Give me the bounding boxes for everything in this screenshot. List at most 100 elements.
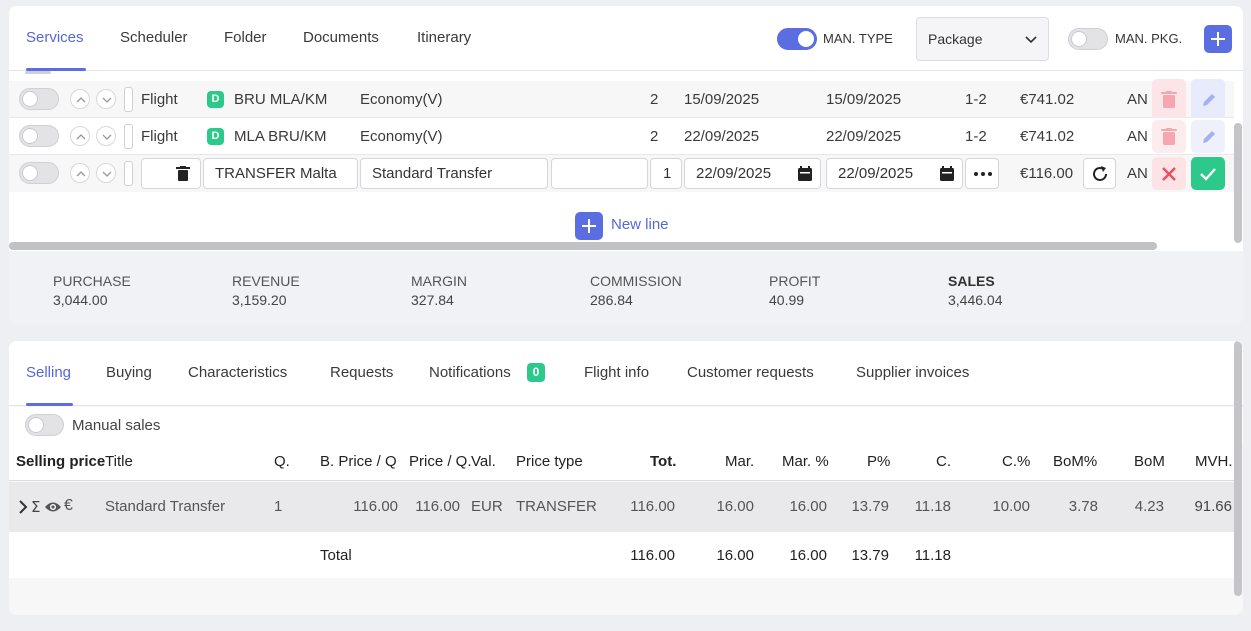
man-pkg-toggle[interactable] [1068, 28, 1108, 50]
tab-selling[interactable]: Selling [26, 364, 72, 381]
move-down-button[interactable] [96, 89, 116, 109]
col-margin[interactable]: Mar. [725, 453, 755, 470]
service-toggle[interactable] [19, 125, 59, 147]
sigma-icon[interactable]: Σ [31, 498, 41, 516]
selling-row[interactable]: Σ € Standard Transfer 1 116.00 116.00 EU… [9, 482, 1234, 532]
col-margin-pct[interactable]: Mar. % [782, 453, 829, 470]
notifications-count-badge: 0 [527, 363, 545, 382]
tab-requests[interactable]: Requests [330, 364, 394, 381]
add-service-button[interactable] [1204, 25, 1232, 53]
move-up-button[interactable] [70, 126, 90, 146]
man-type-label: MAN. TYPE [823, 31, 893, 46]
refresh-icon [1093, 166, 1107, 181]
total-revenue: REVENUE 3,159.20 [232, 273, 300, 308]
col-val[interactable]: Val. [471, 453, 496, 470]
ellipsis-icon [974, 172, 992, 176]
service-title-input[interactable]: TRANSFER Malta [203, 158, 358, 189]
status-badge: D [207, 128, 224, 145]
chevron-up-icon [76, 97, 86, 103]
more-options-button[interactable] [965, 158, 999, 189]
service-row[interactable]: Flight D BRU MLA/KM Economy(V) 2 15/09/2… [9, 79, 1234, 120]
euro-icon[interactable]: € [64, 497, 73, 514]
chevron-right-icon[interactable] [18, 500, 28, 514]
horizontal-scrollbar[interactable] [9, 242, 1157, 250]
row-margin-pct: 16.00 [789, 498, 827, 515]
calendar-icon [940, 166, 954, 181]
trash-icon [1161, 128, 1177, 145]
cancel-edit-button[interactable] [1152, 157, 1186, 190]
manual-sales-toggle[interactable] [25, 414, 64, 436]
tab-notifications[interactable]: Notifications [429, 364, 511, 381]
tab-folder[interactable]: Folder [224, 29, 267, 46]
row-price: 116.00 [415, 498, 460, 515]
col-bom[interactable]: BoM [1134, 453, 1165, 470]
service-edit-row[interactable]: TRANSFER Malta Standard Transfer 1 22/09… [9, 155, 1234, 192]
new-line-icon[interactable] [575, 212, 603, 240]
total-tot: 116.00 [630, 547, 675, 564]
service-qty-input[interactable]: 1 [650, 158, 682, 189]
row-base-price: 116.00 [353, 498, 398, 515]
service-class: Economy(V) [360, 128, 443, 145]
vertical-scrollbar[interactable] [1234, 123, 1242, 243]
col-price[interactable]: Price / Q. [409, 453, 472, 470]
tab-services[interactable]: Services [26, 29, 84, 46]
new-line-button[interactable]: New line [611, 216, 669, 233]
package-select[interactable]: Package [916, 17, 1049, 61]
move-down-button[interactable] [96, 126, 116, 146]
service-class: Economy(V) [360, 91, 443, 108]
tab-characteristics[interactable]: Characteristics [188, 364, 288, 381]
confirm-edit-button[interactable] [1191, 157, 1225, 190]
service-start-date: 22/09/2025 [684, 128, 760, 145]
edit-button[interactable] [1191, 79, 1225, 120]
trash-icon [176, 166, 190, 181]
tab-itinerary[interactable]: Itinerary [417, 29, 472, 46]
move-up-button[interactable] [70, 89, 90, 109]
row-c: 11.18 [914, 498, 951, 515]
service-toggle[interactable] [19, 162, 59, 184]
service-status: AN [1127, 165, 1148, 182]
tab-documents[interactable]: Documents [303, 29, 379, 46]
tab-supplier-invoices[interactable]: Supplier invoices [856, 364, 970, 381]
end-date-input[interactable]: 22/09/2025 [826, 158, 963, 189]
col-selling-price[interactable]: Selling price [16, 453, 106, 470]
col-c[interactable]: C. [936, 453, 951, 470]
eye-icon[interactable] [44, 501, 62, 513]
service-start-date: 15/09/2025 [684, 91, 760, 108]
move-up-button[interactable] [70, 163, 90, 183]
tab-scheduler[interactable]: Scheduler [120, 29, 188, 46]
totals-bar: PURCHASE 3,044.00 REVENUE 3,159.20 MARGIN 3… [9, 251, 1243, 324]
col-base-price[interactable]: B. Price / Q [320, 453, 397, 470]
row-handle[interactable] [124, 87, 133, 112]
col-price-type[interactable]: Price type [516, 453, 583, 470]
refresh-button[interactable] [1083, 158, 1116, 189]
start-date-input[interactable]: 22/09/2025 [684, 158, 821, 189]
col-p-pct[interactable]: P% [867, 453, 891, 470]
row-handle[interactable] [124, 124, 133, 149]
service-end-date: 22/09/2025 [826, 128, 902, 145]
tab-customer-requests[interactable]: Customer requests [687, 364, 814, 381]
total-margin: 16.00 [716, 547, 754, 564]
vertical-scrollbar[interactable] [1234, 341, 1242, 596]
service-extra-input[interactable] [551, 158, 648, 189]
tab-flight-info[interactable]: Flight info [584, 364, 650, 381]
col-title[interactable]: Title [105, 453, 133, 470]
delete-button[interactable] [1152, 120, 1186, 153]
row-handle[interactable] [124, 161, 133, 186]
col-mvh[interactable]: MVH. [1195, 453, 1233, 470]
col-bom-pct[interactable]: BoM% [1053, 453, 1098, 470]
total-margin-pct: 16.00 [789, 547, 827, 564]
man-type-toggle[interactable] [777, 28, 817, 50]
service-description-input[interactable]: Standard Transfer [360, 158, 548, 189]
service-toggle[interactable] [19, 88, 59, 110]
service-row[interactable]: Flight D MLA BRU/KM Economy(V) 2 22/09/2… [9, 118, 1234, 155]
edit-button[interactable] [1191, 120, 1225, 153]
service-type-select[interactable] [141, 158, 201, 189]
move-down-button[interactable] [96, 163, 116, 183]
col-qty[interactable]: Q. [274, 453, 290, 470]
col-c-pct[interactable]: C.% [1002, 453, 1031, 470]
col-total[interactable]: Tot. [650, 453, 677, 470]
row-bom: 4.23 [1134, 498, 1164, 515]
tab-buying[interactable]: Buying [106, 364, 152, 381]
service-status: AN [1127, 128, 1148, 145]
delete-button[interactable] [1152, 79, 1186, 120]
